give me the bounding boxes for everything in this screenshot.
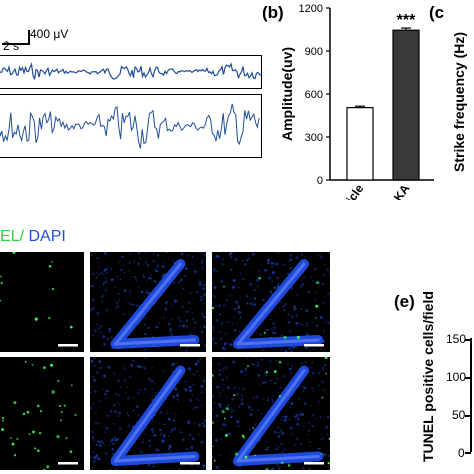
- vehicle-trace-box: [0, 55, 262, 89]
- vehicle-eeg-trace: [0, 62, 261, 80]
- panel-e-tick-0: 0: [458, 446, 465, 460]
- tunel-ylabel-text: TUNEL positive cells/field: [420, 291, 436, 462]
- y-tick-label: 300: [305, 132, 323, 144]
- panel-e-tick-100: 100: [446, 370, 467, 384]
- strike-frequency-ylabel-text: Strike frequency (Hz): [451, 31, 467, 172]
- strike-frequency-ylabel: Strike frequency (Hz): [451, 0, 473, 172]
- ka-eeg-trace: [0, 103, 260, 149]
- ka-trace-box: [0, 94, 262, 158]
- micro-ka-dapi: [90, 357, 206, 470]
- tunel-legend: EL/: [0, 228, 25, 245]
- bar-vehicle: [346, 107, 374, 181]
- micro-ka-tunel: [0, 357, 84, 470]
- voltage-scale-bar: [2, 30, 42, 45]
- panel-e-axis: [470, 338, 472, 452]
- significance-label: ***: [397, 12, 416, 29]
- dapi-legend: DAPI: [24, 228, 66, 245]
- micro-vehicle-dapi: [90, 252, 206, 352]
- panel-b-label: (b): [262, 3, 284, 22]
- bar-ka: [392, 29, 420, 181]
- micro-vehicle-tunel: [0, 252, 84, 352]
- category-label: Vehicle: [331, 181, 366, 200]
- y-tick-label: 600: [305, 89, 323, 101]
- scale-voltage-label: 400 μV: [30, 27, 69, 41]
- category-label: KA: [391, 181, 413, 200]
- panel-e-label: (e): [394, 292, 415, 311]
- panel-e-tick-mark-150: [465, 339, 471, 341]
- tunel-ylabel: TUNEL positive cells/field: [420, 262, 442, 462]
- panel-c-label: (c: [429, 3, 445, 22]
- panel-e-tick-mark-100: [465, 377, 471, 379]
- panel-e-tick-50: 50: [452, 408, 466, 422]
- panel-e-tick-mark-0: [465, 452, 471, 454]
- tunel-dapi-legend: EL/ DAPI: [0, 228, 66, 246]
- y-tick-label: 1200: [299, 3, 323, 15]
- panel-e-tick-mark-50: [465, 415, 471, 417]
- micro-ka-merge: [212, 357, 330, 470]
- scale-time-label: 2 s: [3, 39, 20, 53]
- y-tick-label: 900: [305, 46, 323, 58]
- panel-e-tick-150: 150: [446, 332, 467, 346]
- y-tick-label: 0: [317, 175, 323, 187]
- amplitude-bar-chart: 0 300 600 900 1200 Amplitude(uv) Vehicle KA ***: [279, 3, 434, 200]
- micro-vehicle-merge: [212, 252, 330, 352]
- y-axis-label: Amplitude(uv): [279, 47, 295, 141]
